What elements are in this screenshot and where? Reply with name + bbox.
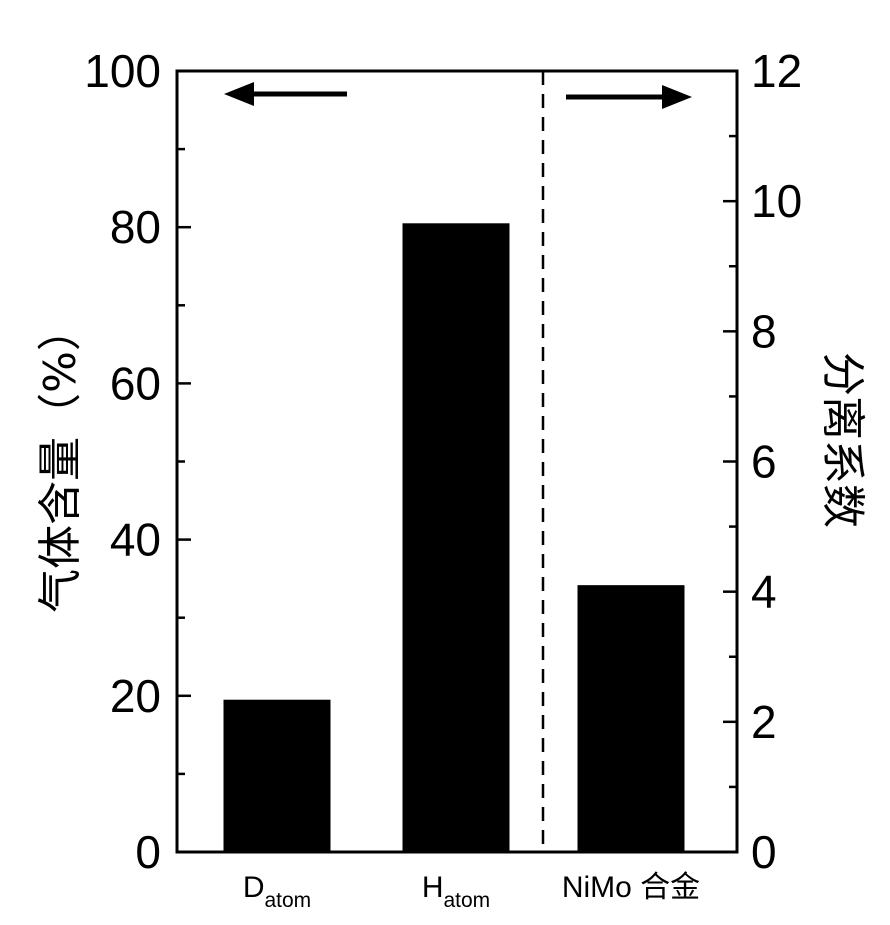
- left-axis-title: 气体含量（%）: [35, 307, 86, 613]
- right-arrow-icon: [566, 85, 692, 109]
- right-tick-label: 8: [751, 305, 777, 357]
- category-labels: Datom Hatom NiMo 合金: [243, 871, 700, 912]
- left-axis-ticks: [177, 69, 191, 854]
- left-tick-label: 100: [84, 45, 161, 97]
- right-tick-label: 12: [751, 45, 802, 97]
- right-tick-label: 10: [751, 175, 802, 227]
- left-tick-label: 60: [110, 357, 161, 409]
- category-label: Hatom: [422, 871, 490, 912]
- right-tick-label: 2: [751, 696, 777, 748]
- left-axis-tick-labels: 0 20 40 60 80 100: [84, 45, 161, 878]
- right-tick-label: 4: [751, 566, 777, 618]
- bar-0: [223, 699, 331, 852]
- right-axis-ticks: [723, 69, 737, 854]
- right-axis-tick-labels: 0 2 4 6 8 10 12: [751, 45, 802, 878]
- right-axis-title: 分离系数: [817, 352, 868, 528]
- left-tick-label: 80: [110, 201, 161, 253]
- right-tick-label: 6: [751, 436, 777, 488]
- left-tick-label: 0: [135, 826, 161, 878]
- bars-group: [223, 223, 685, 853]
- left-tick-label: 20: [110, 670, 161, 722]
- bar-2: [577, 585, 685, 852]
- left-tick-label: 40: [110, 514, 161, 566]
- category-label: Datom: [243, 871, 311, 912]
- bar-1: [402, 223, 510, 853]
- right-tick-label: 0: [751, 826, 777, 878]
- category-label: NiMo 合金: [562, 871, 700, 904]
- left-arrow-icon: [224, 82, 347, 106]
